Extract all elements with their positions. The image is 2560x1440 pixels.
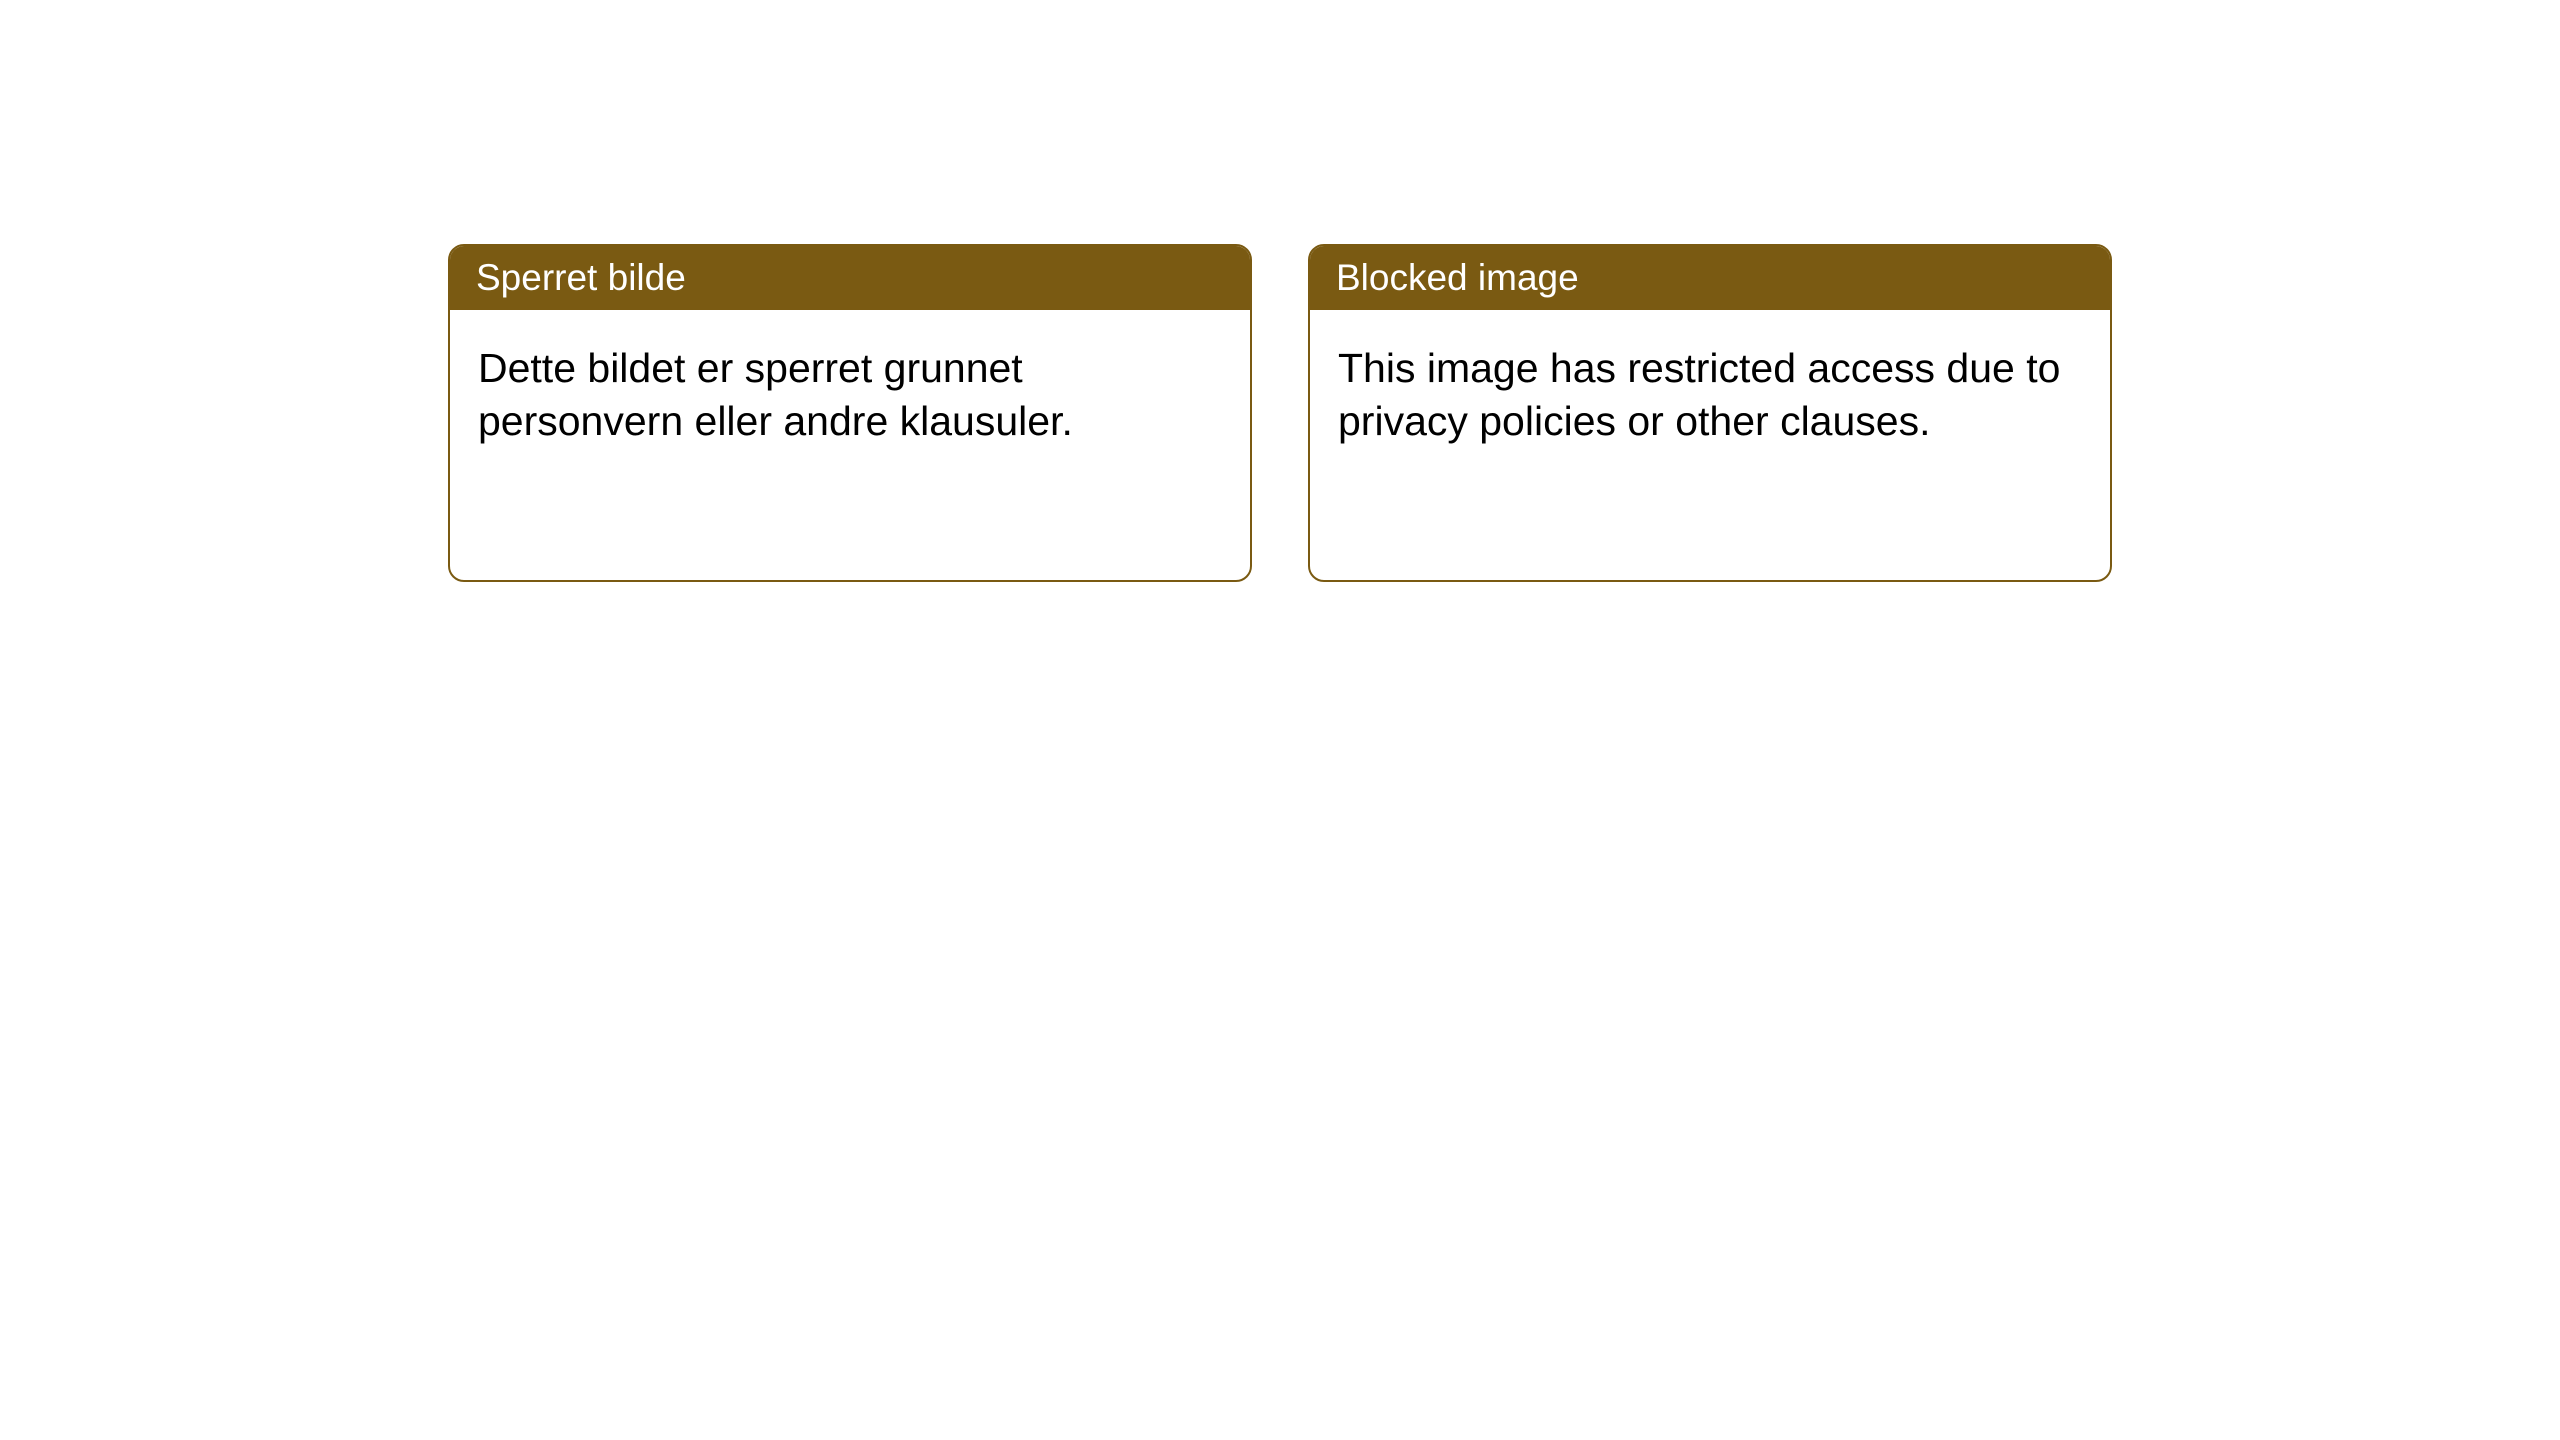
notice-container: Sperret bilde Dette bildet er sperret gr… [0,0,2560,582]
notice-body-en: This image has restricted access due to … [1310,310,2110,580]
notice-card-en: Blocked image This image has restricted … [1308,244,2112,582]
notice-title-en: Blocked image [1336,257,1579,298]
notice-message-en: This image has restricted access due to … [1338,345,2060,444]
notice-header-en: Blocked image [1310,246,2110,310]
notice-body-no: Dette bildet er sperret grunnet personve… [450,310,1250,580]
notice-header-no: Sperret bilde [450,246,1250,310]
notice-title-no: Sperret bilde [476,257,686,298]
notice-message-no: Dette bildet er sperret grunnet personve… [478,345,1073,444]
notice-card-no: Sperret bilde Dette bildet er sperret gr… [448,244,1252,582]
